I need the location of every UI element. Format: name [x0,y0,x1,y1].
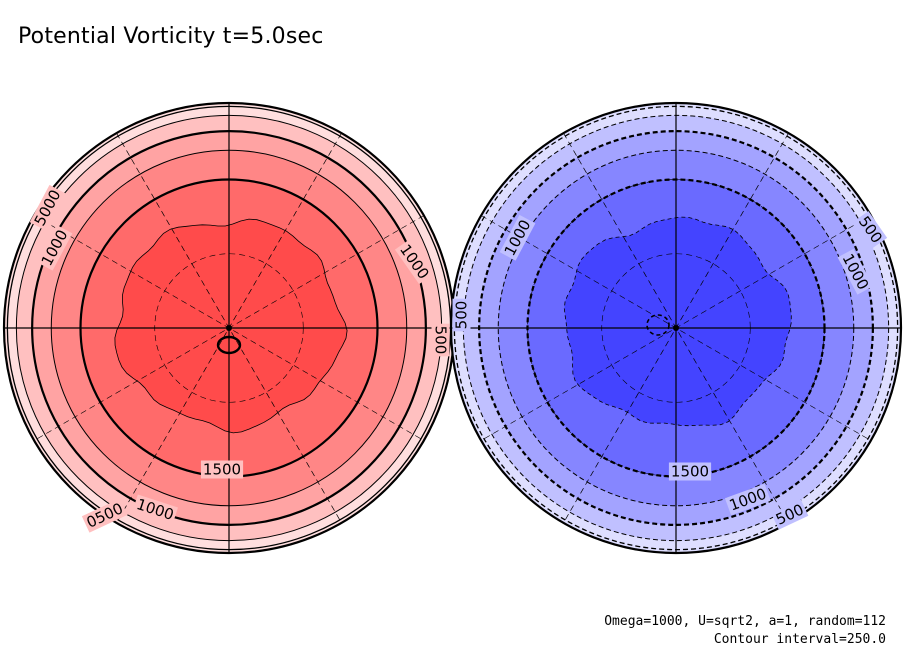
contour-label: 500 [432,326,450,355]
south-hemisphere-map [449,101,903,555]
latitude-circle [154,253,304,403]
contour-label-bg [771,499,809,530]
contour-label-bg [36,224,73,271]
contour-label-bg [499,214,536,261]
latitude-circle [601,253,751,403]
central-feature [646,314,670,336]
contour-label-bg [431,323,450,357]
contour-label-bg [837,248,874,295]
inner-contour [563,216,792,427]
contour-label: 1500 [671,463,709,481]
chart-title: Potential Vorticity t=5.0sec [18,24,324,49]
pole-marker [226,325,232,331]
north-hemisphere-map [2,101,456,555]
contour-label-bg [394,239,434,285]
contour-label-bg [668,462,712,481]
contour-label-bg [724,483,771,516]
contour-label: 1500 [203,461,241,479]
contour-label-bg [29,184,66,231]
parameters-note: Omega=1000, U=sqrt2, a=1, random=112 [604,614,886,629]
central-feature [216,335,242,355]
contour-label: 500 [453,301,471,330]
contour-label-bg [452,298,471,332]
contour-label-bg [132,494,178,525]
contour-label-bg [853,211,888,249]
contour-label-bg [200,460,244,479]
pole-marker [673,325,679,331]
contour-label-bg [81,498,128,533]
contour-interval-note: Contour interval=250.0 [713,632,886,647]
